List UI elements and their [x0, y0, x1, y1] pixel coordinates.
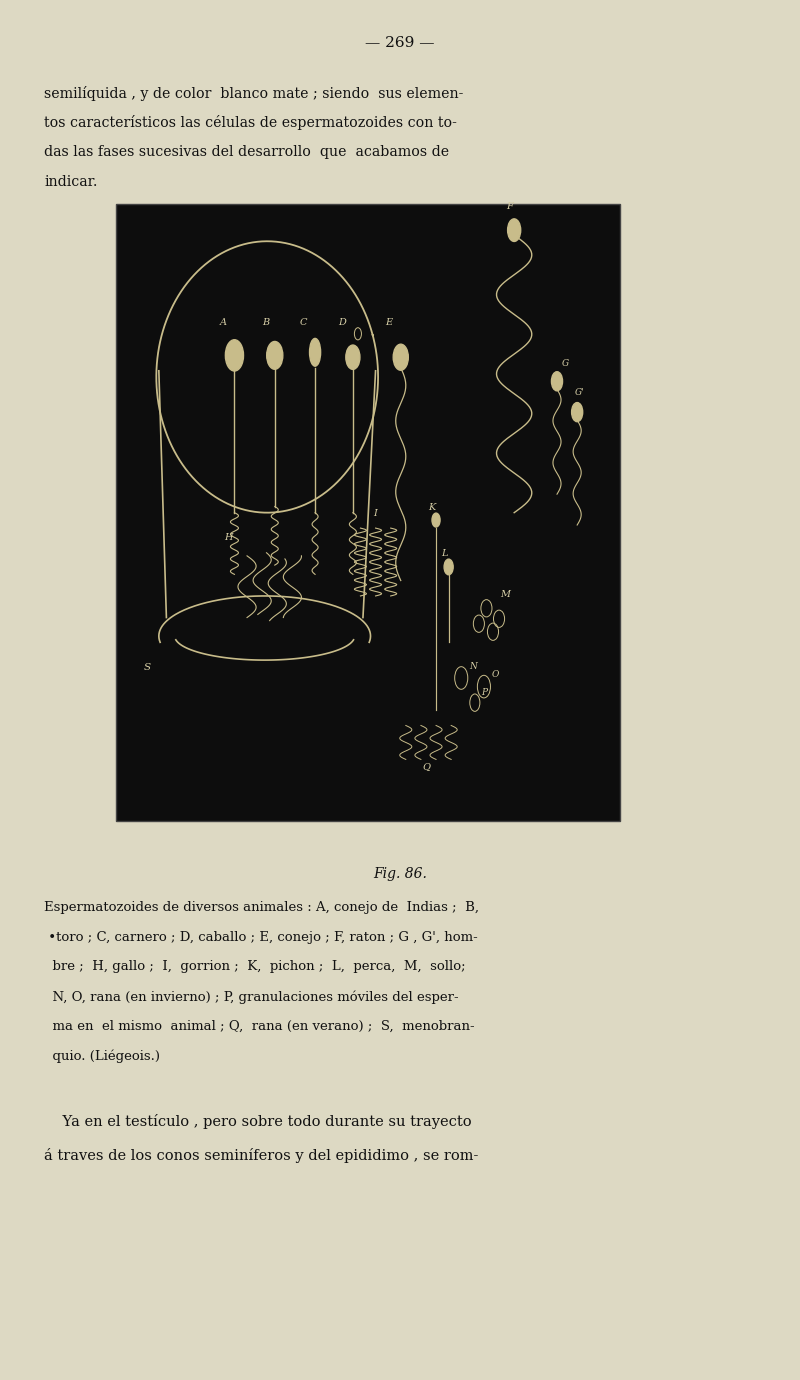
- Text: das las fases sucesivas del desarrollo  que  acabamos de: das las fases sucesivas del desarrollo q…: [44, 145, 449, 159]
- Text: Fig. 86.: Fig. 86.: [373, 867, 427, 880]
- Text: D: D: [338, 317, 346, 327]
- Text: H: H: [224, 534, 233, 542]
- Text: E: E: [386, 317, 393, 327]
- Text: S: S: [144, 662, 151, 672]
- Text: K: K: [429, 502, 436, 512]
- Text: N, O, rana (en invierno) ; P, granulaciones móviles del esper-: N, O, rana (en invierno) ; P, granulacio…: [44, 991, 458, 1003]
- Circle shape: [572, 403, 582, 422]
- Ellipse shape: [310, 338, 321, 366]
- Text: G': G': [574, 388, 584, 397]
- Text: N: N: [469, 662, 477, 671]
- Text: Espermatozoides de diversos animales : A, conejo de  Indias ;  B,: Espermatozoides de diversos animales : A…: [44, 901, 479, 914]
- Circle shape: [266, 341, 283, 370]
- Circle shape: [432, 513, 440, 527]
- Text: A: A: [219, 317, 226, 327]
- Circle shape: [226, 339, 243, 371]
- Text: O: O: [491, 671, 499, 679]
- Circle shape: [346, 345, 360, 370]
- Text: indicar.: indicar.: [44, 175, 98, 189]
- Text: P: P: [481, 687, 487, 697]
- Text: tos característicos las células de espermatozoides con to-: tos característicos las células de esper…: [44, 116, 457, 130]
- Text: M: M: [500, 591, 510, 599]
- Text: quio. (Liégeois.): quio. (Liégeois.): [44, 1049, 160, 1063]
- Text: I: I: [373, 509, 377, 518]
- Text: ma en  el mismo  animal ; Q,  rana (en verano) ;  S,  menobran-: ma en el mismo animal ; Q, rana (en vera…: [44, 1020, 474, 1032]
- Text: •toro ; C, carnero ; D, caballo ; E, conejo ; F, raton ; G , G', hom-: •toro ; C, carnero ; D, caballo ; E, con…: [44, 932, 478, 944]
- Circle shape: [508, 219, 521, 242]
- Text: Q: Q: [422, 762, 430, 770]
- Text: C: C: [300, 317, 307, 327]
- Bar: [116, 204, 620, 821]
- Circle shape: [444, 559, 453, 575]
- Text: bre ;  H, gallo ;  I,  gorrion ;  K,  pichon ;  L,  perca,  M,  sollo;: bre ; H, gallo ; I, gorrion ; K, pichon …: [44, 960, 466, 973]
- Text: á traves de los conos seminíferos y del epididimo , se rom-: á traves de los conos seminíferos y del …: [44, 1148, 478, 1163]
- Circle shape: [394, 344, 408, 370]
- Text: B: B: [262, 317, 270, 327]
- Text: Ya en el testículo , pero sobre todo durante su trayecto: Ya en el testículo , pero sobre todo dur…: [44, 1114, 472, 1129]
- Circle shape: [551, 371, 562, 391]
- Text: — 269 —: — 269 —: [366, 36, 434, 50]
- Text: L: L: [441, 549, 447, 558]
- Text: G: G: [562, 359, 570, 368]
- Text: semilíquida , y de color  blanco mate ; siendo  sus elemen-: semilíquida , y de color blanco mate ; s…: [44, 86, 463, 101]
- Text: F: F: [506, 203, 514, 211]
